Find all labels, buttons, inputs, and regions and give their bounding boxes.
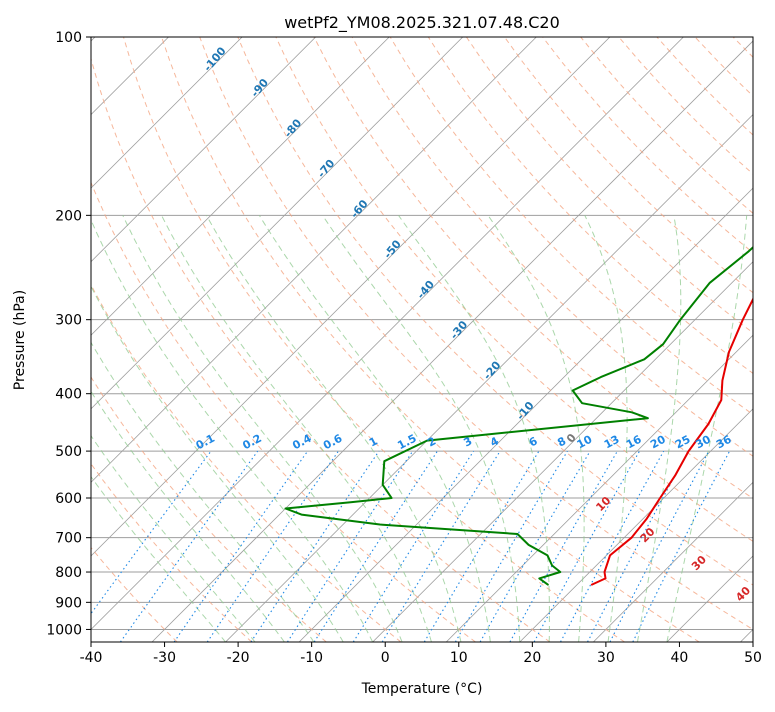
y-tick-label: 100 xyxy=(55,30,82,46)
y-tick-label: 200 xyxy=(55,208,82,224)
x-tick-label: -30 xyxy=(153,650,176,666)
y-tick-label: 700 xyxy=(55,531,82,547)
x-tick-label: -10 xyxy=(300,650,323,666)
y-tick-label: 500 xyxy=(55,444,82,460)
y-tick-label: 600 xyxy=(55,491,82,507)
y-tick-label: 1000 xyxy=(46,622,82,638)
x-tick-label: 50 xyxy=(744,650,762,666)
x-tick-label: 40 xyxy=(671,650,689,666)
x-tick-label: 30 xyxy=(597,650,615,666)
x-tick-label: -20 xyxy=(227,650,250,666)
y-tick-label: 900 xyxy=(55,595,82,611)
y-axis-label: Pressure (hPa) xyxy=(12,290,28,390)
y-tick-label: 800 xyxy=(55,565,82,581)
y-tick-label: 400 xyxy=(55,387,82,403)
x-tick-label: 0 xyxy=(381,650,390,666)
chart-title: wetPf2_YM08.2025.321.07.48.C20 xyxy=(284,13,560,33)
y-tick-label: 300 xyxy=(55,313,82,329)
x-tick-label: -40 xyxy=(80,650,103,666)
x-axis-label: Temperature (°C) xyxy=(361,681,483,697)
x-tick-label: 20 xyxy=(523,650,541,666)
x-tick-label: 10 xyxy=(450,650,468,666)
